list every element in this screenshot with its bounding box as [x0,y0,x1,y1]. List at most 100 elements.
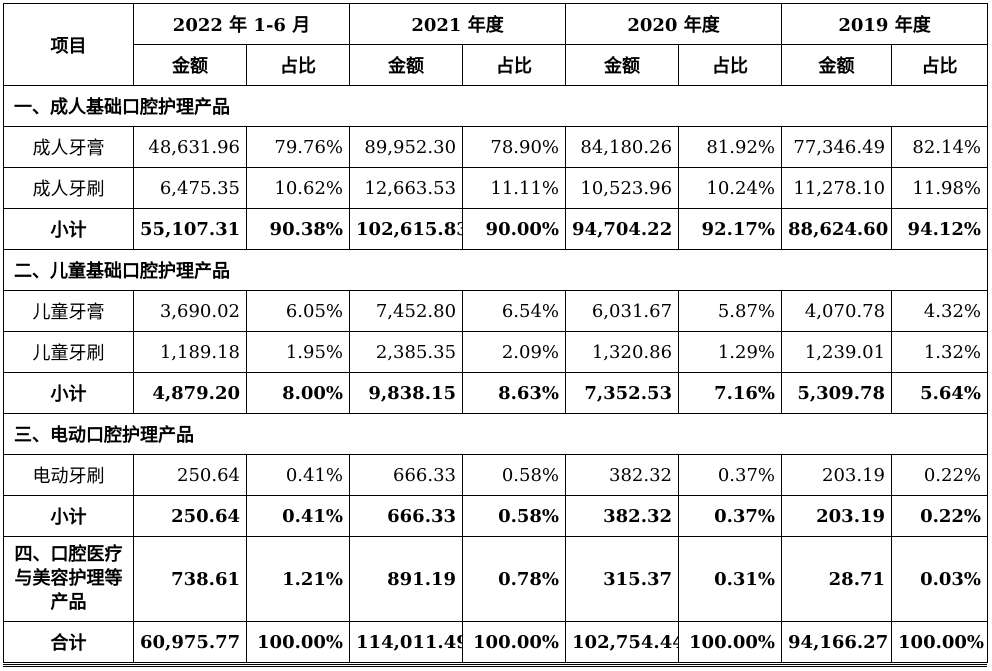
row-label: 儿童牙刷 [3,331,134,373]
cell-amount: 738.61 [133,536,247,622]
cell-ratio: 81.92% [678,126,783,168]
cell-ratio: 0.31% [678,536,783,622]
cell-amount: 666.33 [349,495,464,537]
cell-amount: 891.19 [349,536,464,622]
cell-amount: 1,320.86 [565,331,680,373]
cell-amount: 48,631.96 [133,126,247,168]
row-label: 电动牙刷 [3,454,134,496]
header-period-2022h1: 2022 年 1-6 月 [132,3,351,45]
cell-ratio: 0.78% [462,536,567,622]
cell-ratio: 79.76% [245,126,351,168]
header-amount: 金额 [349,44,464,86]
cell-ratio: 0.41% [245,495,351,537]
subtotal-label: 小计 [3,495,134,537]
header-ratio: 占比 [891,44,989,86]
cell-ratio: 5.64% [891,372,989,414]
total-row: 合计 60,975.77 100.00% 114,011.49 100.00% … [3,621,989,663]
cell-ratio: 1.29% [678,331,783,373]
section-title: 一、成人基础口腔护理产品 [2,85,989,127]
subtotal-row: 小计 55,107.31 90.38% 102,615.83 90.00% 94… [3,208,989,250]
cell-amount: 6,031.67 [565,290,680,332]
table-row: 电动牙刷 250.64 0.41% 666.33 0.58% 382.32 0.… [3,454,989,496]
cell-amount: 89,952.30 [349,126,464,168]
table-row: 成人牙膏 48,631.96 79.76% 89,952.30 78.90% 8… [3,126,989,168]
header-ratio: 占比 [245,44,351,86]
cell-amount: 315.37 [565,536,680,622]
cell-ratio: 10.62% [245,167,351,209]
cell-ratio: 90.38% [245,208,351,250]
section4-label: 四、口腔医疗与美容护理等产品 [3,536,134,622]
cell-ratio: 11.11% [462,167,567,209]
cell-amount: 28.71 [781,536,893,622]
cell-amount: 382.32 [565,454,680,496]
header-period-2021: 2021 年度 [349,3,567,45]
section-header-row: 三、电动口腔护理产品 [2,413,989,455]
cell-amount: 94,166.27 [781,621,893,663]
section-header-row: 一、成人基础口腔护理产品 [2,85,989,127]
section-title: 三、电动口腔护理产品 [2,413,989,455]
cell-ratio: 0.58% [462,495,567,537]
cell-ratio: 8.63% [462,372,567,414]
section-title: 二、儿童基础口腔护理产品 [2,249,989,291]
cell-amount: 382.32 [565,495,680,537]
subtotal-row: 小计 250.64 0.41% 666.33 0.58% 382.32 0.37… [3,495,989,537]
row-label: 儿童牙膏 [3,290,134,332]
header-amount: 金额 [133,44,247,86]
cell-amount: 5,309.78 [781,372,893,414]
header-row-periods: 项目 2022 年 1-6 月 2021 年度 2020 年度 2019 年度 [3,3,989,86]
cell-ratio: 0.37% [678,495,783,537]
cell-ratio: 94.12% [891,208,989,250]
cell-amount: 114,011.49 [349,621,464,663]
revenue-table-container: 项目 2022 年 1-6 月 2021 年度 2020 年度 2019 年度 … [2,3,989,667]
cell-amount: 7,452.80 [349,290,464,332]
header-row-metrics: 金额 占比 金额 占比 金额 占比 金额 占比 [4,44,989,86]
cell-amount: 77,346.49 [781,126,893,168]
cell-ratio: 2.09% [462,331,567,373]
cell-ratio: 6.05% [245,290,351,332]
subtotal-label: 小计 [3,208,134,250]
header-item-cell: 项目 [3,3,134,86]
cell-ratio: 100.00% [891,621,989,663]
header-period-2019: 2019 年度 [781,3,989,45]
cell-ratio: 4.32% [891,290,989,332]
cell-amount: 88,624.60 [781,208,893,250]
cell-amount: 94,704.22 [565,208,680,250]
cell-amount: 7,352.53 [565,372,680,414]
cell-amount: 102,615.83 [349,208,464,250]
cell-amount: 11,278.10 [781,167,893,209]
cell-ratio: 8.00% [245,372,351,414]
cell-amount: 1,239.01 [781,331,893,373]
cell-ratio: 0.22% [891,454,989,496]
revenue-breakdown-table: 项目 2022 年 1-6 月 2021 年度 2020 年度 2019 年度 … [2,3,989,663]
cell-amount: 2,385.35 [349,331,464,373]
cell-ratio: 82.14% [891,126,989,168]
cell-ratio: 100.00% [678,621,783,663]
cell-ratio: 11.98% [891,167,989,209]
header-amount: 金额 [565,44,680,86]
cell-amount: 3,690.02 [133,290,247,332]
cell-ratio: 7.16% [678,372,783,414]
subtotal-label: 小计 [3,372,134,414]
cell-ratio: 6.54% [462,290,567,332]
header-ratio: 占比 [678,44,783,86]
table-row: 儿童牙膏 3,690.02 6.05% 7,452.80 6.54% 6,031… [3,290,989,332]
cell-ratio: 5.87% [678,290,783,332]
header-period-2020: 2020 年度 [565,3,783,45]
cell-ratio: 100.00% [462,621,567,663]
cell-ratio: 100.00% [245,621,351,663]
cell-amount: 250.64 [133,454,247,496]
section4-row: 四、口腔医疗与美容护理等产品 738.61 1.21% 891.19 0.78%… [3,536,989,622]
cell-ratio: 1.32% [891,331,989,373]
cell-ratio: 10.24% [678,167,783,209]
cell-amount: 102,754.44 [565,621,680,663]
cell-ratio: 78.90% [462,126,567,168]
cell-amount: 250.64 [133,495,247,537]
cell-ratio: 0.03% [891,536,989,622]
cell-amount: 10,523.96 [565,167,680,209]
cell-amount: 4,879.20 [133,372,247,414]
table-row: 成人牙刷 6,475.35 10.62% 12,663.53 11.11% 10… [3,167,989,209]
header-ratio: 占比 [462,44,567,86]
cell-ratio: 0.58% [462,454,567,496]
cell-ratio: 0.22% [891,495,989,537]
total-label: 合计 [3,621,134,663]
